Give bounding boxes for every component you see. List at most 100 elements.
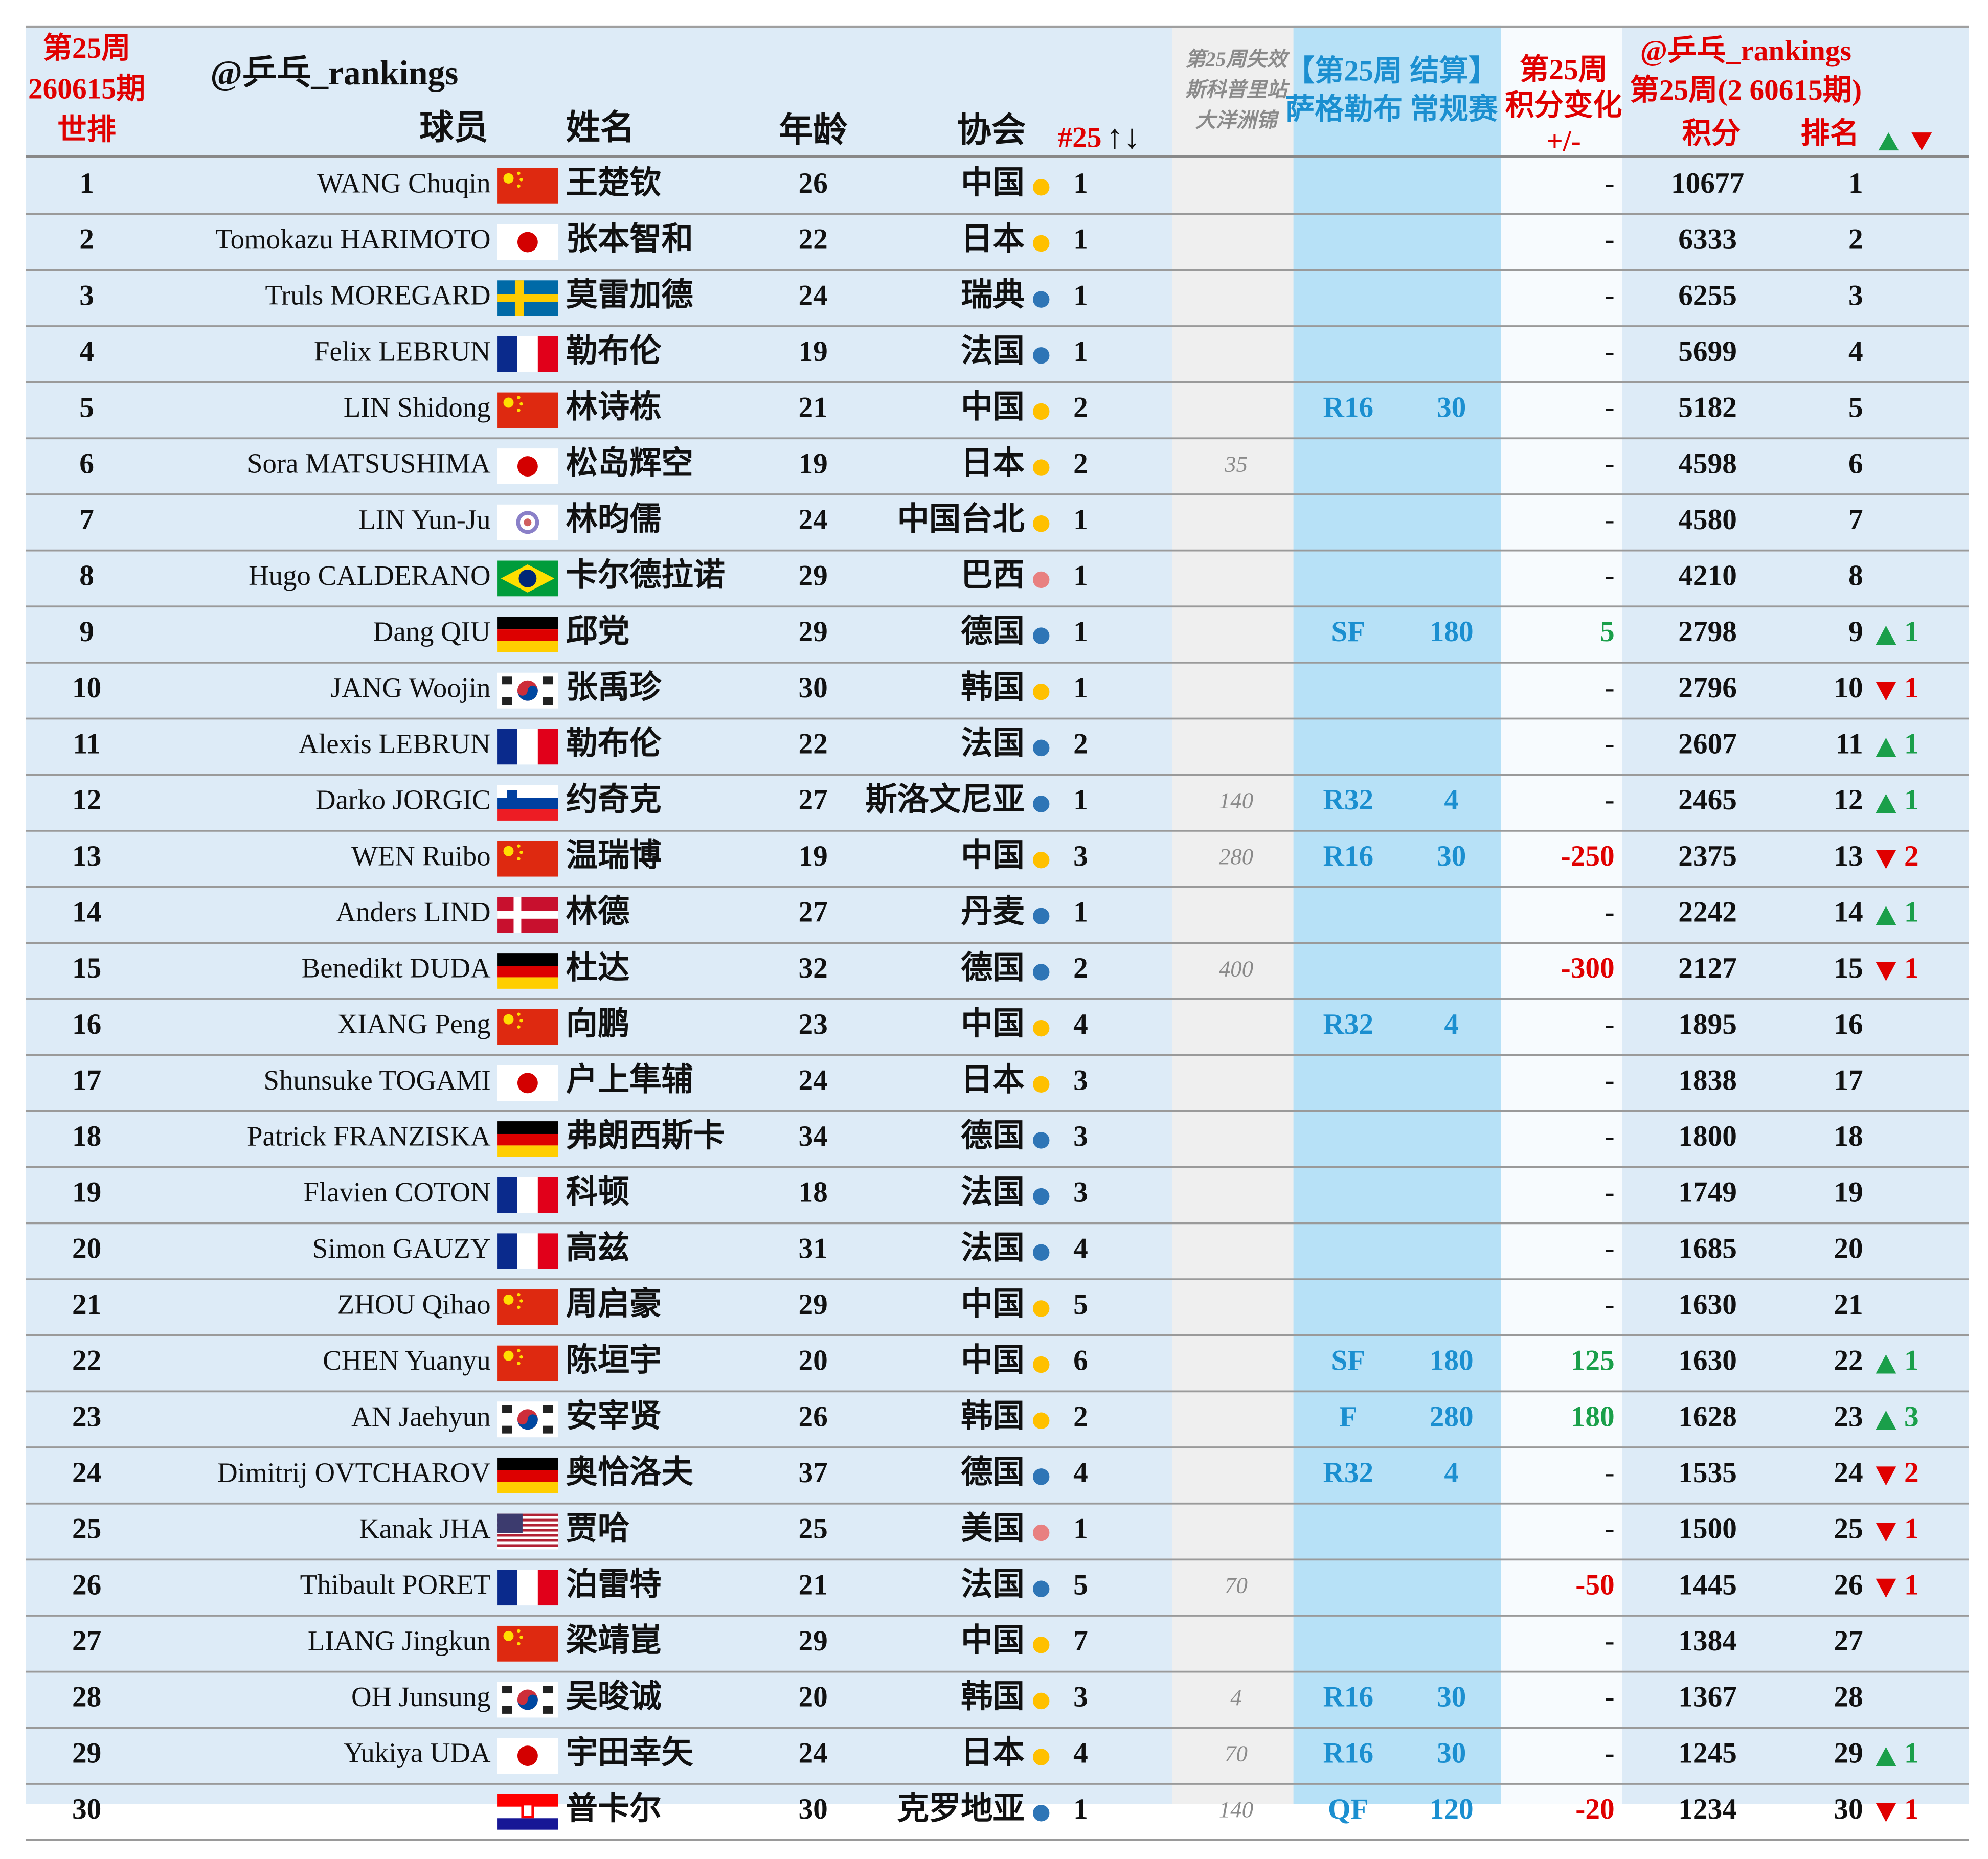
rank: 15: [72, 952, 101, 984]
points-change: -: [1605, 560, 1615, 592]
flag: [497, 1682, 558, 1718]
english-name: Darko JORGIC: [315, 784, 491, 815]
rank-header: 第25周: [43, 32, 131, 64]
flag-part: [517, 844, 521, 848]
event-points: 30: [1437, 392, 1466, 424]
flag: [497, 1794, 558, 1830]
flag-part: [497, 1470, 558, 1482]
week25-rank: 2: [1073, 728, 1088, 760]
chinese-name: 吴晙诚: [566, 1679, 662, 1714]
flag-part: [517, 1694, 538, 1710]
move-amount: 1: [1904, 1737, 1919, 1769]
flag: [497, 1401, 558, 1438]
flag-part: [502, 1706, 512, 1714]
age: 24: [798, 279, 827, 311]
week25-rank: 4: [1073, 1457, 1088, 1489]
association: 中国: [961, 165, 1025, 200]
move-arrow: [1876, 850, 1896, 869]
flag-part: [502, 1405, 512, 1413]
flag: [497, 1121, 558, 1157]
points-change: -: [1605, 1288, 1615, 1321]
week25-rank: 3: [1073, 1681, 1088, 1713]
move-arrow: [1876, 1523, 1896, 1542]
rank: 12: [72, 784, 101, 816]
flag-part: [517, 685, 538, 701]
move-arrow: [1876, 1354, 1896, 1374]
rank-header: 260615期: [28, 73, 145, 105]
flag-part: [519, 178, 523, 182]
flag-part: [497, 641, 558, 652]
rank: 29: [72, 1737, 101, 1769]
flag-part: [517, 1293, 521, 1297]
chinese-name: 卡尔德拉诺: [566, 558, 725, 593]
association-dot: [1033, 291, 1050, 308]
new-rank: 29: [1834, 1737, 1863, 1769]
new-rank: 15: [1834, 952, 1863, 984]
week25-rank: 1: [1073, 1513, 1088, 1545]
chinese-name: 张禹珍: [566, 670, 662, 705]
table-bg: [25, 25, 1969, 1804]
new-rank: 25: [1834, 1513, 1863, 1545]
week25-rank: 7: [1073, 1625, 1088, 1657]
english-name: AN Jaehyun: [351, 1401, 490, 1432]
flag-part: [497, 1513, 558, 1516]
flag-part: [497, 1345, 558, 1381]
flag-part: [517, 729, 538, 765]
down-legend: [1911, 132, 1932, 151]
flag-part: [497, 1513, 523, 1533]
new-rank: 16: [1834, 1008, 1863, 1040]
week25-rank: 1: [1073, 560, 1088, 592]
english-name: ZHOU Qihao: [337, 1288, 491, 1320]
new-rank: 28: [1834, 1681, 1863, 1713]
flag-part: [543, 1686, 553, 1694]
english-name: Anders LIND: [336, 896, 491, 927]
week25-rank: 1: [1073, 223, 1088, 256]
english-name: Dimitrij OVTCHAROV: [217, 1457, 490, 1488]
flag-part: [497, 1145, 558, 1157]
new-rank: 18: [1834, 1120, 1863, 1152]
flag-part: [497, 336, 517, 372]
points: 1500: [1678, 1513, 1737, 1545]
chinese-name: 林诗栋: [566, 390, 662, 425]
points-change: -: [1605, 672, 1615, 704]
flag-part: [497, 629, 558, 641]
points-change: -: [1605, 167, 1615, 199]
points-header: 积分: [1682, 118, 1741, 150]
rank: 11: [73, 728, 101, 760]
association: 德国: [961, 1455, 1025, 1490]
age: 32: [798, 952, 827, 984]
points: 5182: [1678, 392, 1737, 424]
chinese-name: 勒布伦: [566, 726, 662, 761]
week25-rank: 1: [1073, 335, 1088, 368]
age: 37: [798, 1457, 827, 1489]
chinese-name: 向鹏: [566, 1006, 630, 1041]
association: 法国: [961, 1567, 1025, 1602]
flag-part: [537, 729, 558, 765]
english-name: WANG Chuqin: [317, 167, 491, 198]
age: 29: [798, 616, 827, 648]
lost-header: 斯科普里站: [1185, 78, 1290, 101]
rank-header-right: 排名: [1801, 118, 1860, 150]
association-dot: [1033, 684, 1050, 700]
week25-rank: 1: [1073, 167, 1088, 199]
english-name: Shunsuke TOGAMI: [263, 1064, 490, 1096]
association: 中国: [961, 1623, 1025, 1658]
chinese-name: 杜达: [566, 950, 630, 985]
week25-rank: 1: [1073, 616, 1088, 648]
flag: [497, 280, 558, 316]
chinese-name: 莫雷加德: [566, 277, 693, 312]
association: 日本: [961, 221, 1025, 257]
points: 2798: [1678, 616, 1737, 648]
points: 1445: [1678, 1569, 1737, 1601]
rank: 28: [72, 1681, 101, 1713]
rank: 10: [72, 672, 101, 704]
flag-part: [497, 785, 558, 798]
flag-part: [517, 1349, 521, 1352]
flag: [497, 504, 558, 540]
new-rank: 9: [1848, 616, 1863, 648]
rank: 26: [72, 1569, 101, 1601]
flag-part: [519, 1636, 523, 1639]
association-dot: [1033, 1580, 1050, 1597]
rank: 21: [72, 1288, 101, 1321]
points: 5699: [1678, 335, 1737, 368]
